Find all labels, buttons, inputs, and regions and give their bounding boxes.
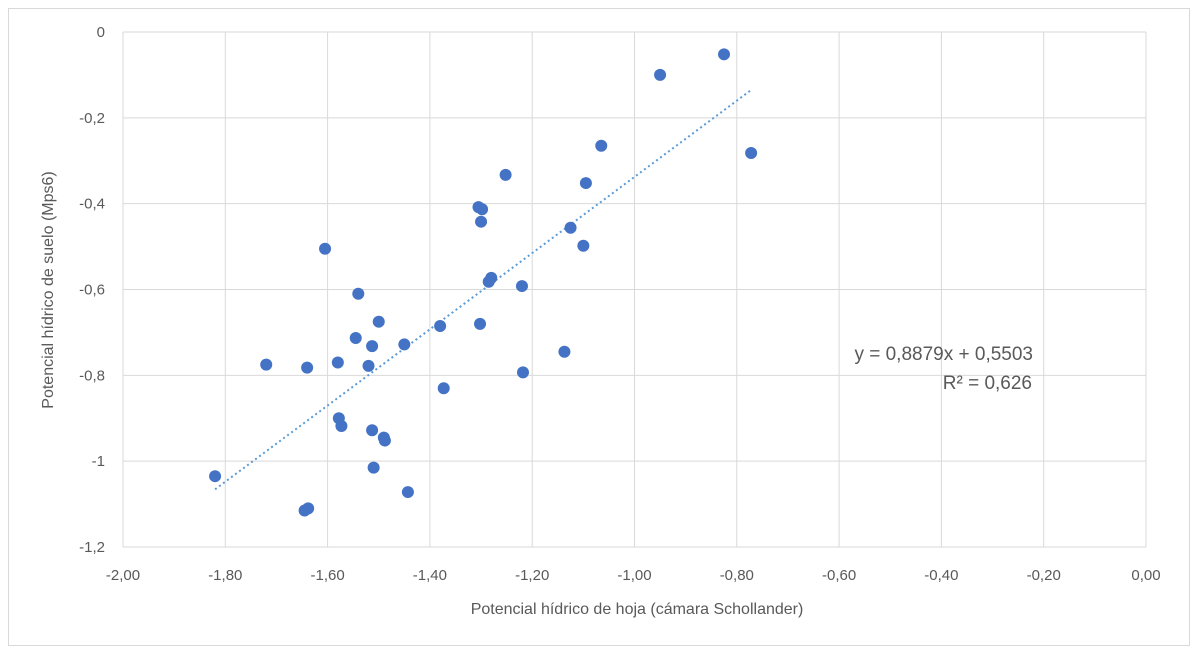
data-point [516,366,529,379]
x-tick-label: -1,20 [515,567,549,584]
x-tick-label: -1,60 [310,567,344,584]
data-point [209,470,222,483]
data-point [352,287,365,300]
trendline [214,88,753,491]
data-point [362,359,375,372]
data-point [372,315,385,328]
x-tick-label: -0,80 [720,567,754,584]
y-tick-label: -0,2 [79,110,105,127]
data-point [485,271,498,284]
data-point [366,340,379,353]
data-point [718,48,731,61]
trendline-equation: y = 0,8879x + 0,5503 [854,344,1033,365]
data-point [595,139,608,152]
data-point [398,338,411,351]
data-point [437,382,450,395]
data-point [654,68,667,81]
data-point [558,345,571,358]
x-tick-label: -0,20 [1027,567,1061,584]
data-point [434,319,447,332]
gridlines [122,31,1147,548]
x-tick-labels: -2,00 -1,80 -1,60 -1,40 -1,20 -1,00 -0,80 -0,60… [106,567,1161,584]
data-point [474,317,487,330]
data-point [301,361,314,374]
x-tick-label: -2,00 [106,567,140,584]
data-point [378,434,391,447]
y-axis-title: Potencial hídrico de suelo (Mps6) [40,171,57,408]
y-tick-label: -1 [92,453,105,470]
y-tick-label: 0 [97,24,105,41]
data-point [349,331,362,344]
x-tick-label: 0,00 [1131,567,1160,584]
data-point [367,461,380,474]
y-tick-label: -0,6 [79,282,105,299]
x-tick-label: -1,40 [413,567,447,584]
y-tick-labels: 0 -0,2 -0,4 -0,6 -0,8 -1 -1,2 [79,24,105,556]
y-tick-label: -1,2 [79,539,105,556]
data-point [499,168,512,181]
data-point [331,356,344,369]
data-point [401,486,414,499]
data-point [319,242,332,255]
data-point [476,203,489,216]
y-tick-label: -0,4 [79,196,105,213]
chart-frame [8,8,1190,646]
x-tick-label: -1,00 [617,567,651,584]
data-point [302,502,315,515]
data-point [475,215,488,228]
data-point [577,239,590,252]
x-tick-label: -1,80 [208,567,242,584]
data-point [564,221,577,234]
data-point [515,280,528,293]
data-point [335,419,348,432]
data-point [366,424,379,437]
x-axis-title: Potencial hídrico de hoja (cámara Scholl… [471,601,804,618]
trendline-r-squared: R² = 0,626 [943,373,1032,394]
data-point [579,177,592,190]
y-tick-label: -0,8 [79,367,105,384]
data-point [745,147,758,160]
x-tick-label: -0,60 [822,567,856,584]
data-point [260,358,273,371]
x-tick-label: -0,40 [924,567,958,584]
data-points [209,48,758,517]
